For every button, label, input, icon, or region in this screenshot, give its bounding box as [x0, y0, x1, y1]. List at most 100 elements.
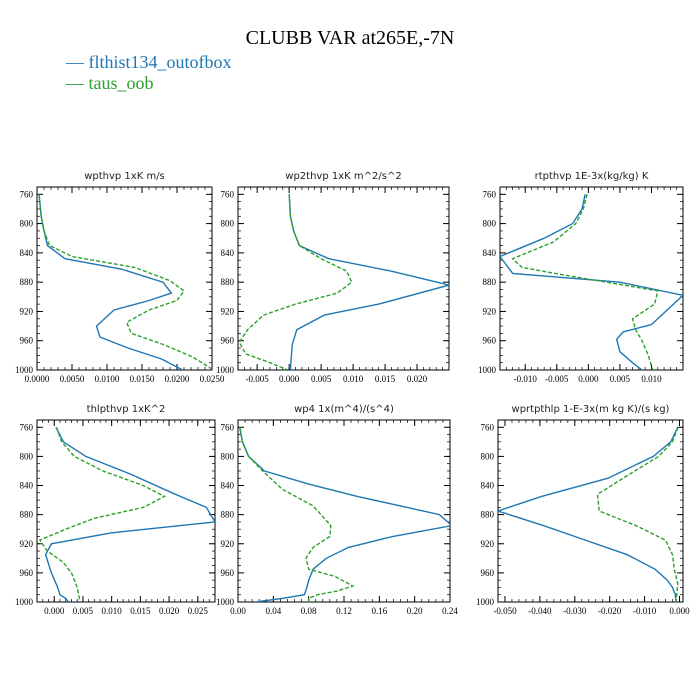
y-tick-label: 840 [483, 248, 497, 258]
x-tick-label: 0.24 [442, 606, 458, 616]
x-tick-label: -0.010 [514, 374, 538, 384]
x-tick-label: 0.015 [375, 374, 396, 384]
y-tick-label: 880 [20, 510, 34, 520]
y-tick-label: 800 [221, 219, 235, 229]
x-tick-label: 0.0200 [165, 374, 190, 384]
y-tick-label: 800 [221, 451, 235, 461]
y-tick-label: 880 [221, 510, 235, 520]
x-tick-label: 0.00 [230, 606, 246, 616]
x-tick-label: 0.0050 [60, 374, 85, 384]
y-tick-label: 960 [221, 336, 235, 346]
chart-title: wprtpthlp 1-E-3x(m kg K)/(s kg) [512, 404, 670, 415]
y-tick-label: 760 [481, 422, 495, 432]
y-tick-label: 1000 [216, 597, 235, 607]
y-tick-label: 880 [20, 277, 34, 287]
x-tick-label: 0.0100 [95, 374, 120, 384]
series-line-taus-oob [38, 427, 167, 602]
x-tick-label: 0.020 [407, 374, 428, 384]
y-tick-label: 760 [483, 189, 497, 199]
x-tick-label: -0.005 [246, 374, 270, 384]
y-tick-label: 800 [20, 451, 34, 461]
legend-label-1: taus_oob [88, 73, 154, 93]
x-tick-label: 0.000 [669, 606, 690, 616]
series-line-taus-oob [596, 427, 679, 602]
y-tick-label: 800 [483, 219, 497, 229]
x-tick-label: 0.12 [336, 606, 352, 616]
y-tick-label: 920 [221, 306, 235, 316]
y-tick-label: 1000 [478, 365, 497, 375]
chart-title: wp4 1x(m^4)/(s^4) [294, 404, 394, 415]
x-tick-label: 0.16 [371, 606, 387, 616]
plot-frame [237, 419, 451, 603]
series-line-flthist134 [38, 194, 183, 370]
x-tick-label: 0.015 [130, 606, 151, 616]
legend-swatch-0: — [66, 52, 89, 72]
x-tick-label: 0.0250 [200, 374, 225, 384]
plot-frame [499, 186, 684, 371]
series-line-taus-oob [511, 194, 659, 370]
plot-frame [497, 419, 684, 603]
y-tick-label: 1000 [15, 365, 34, 375]
x-tick-label: 0.005 [311, 374, 332, 384]
y-tick-label: 800 [20, 219, 34, 229]
x-tick-label: 0.025 [188, 606, 209, 616]
y-tick-label: 840 [20, 248, 34, 258]
x-tick-label: 0.04 [265, 606, 281, 616]
y-tick-label: 920 [483, 306, 497, 316]
x-tick-label: 0.010 [102, 606, 123, 616]
plot-frame [36, 186, 213, 371]
chart-1: wp2thvp 1xK m^2/s^2 760 800 840 880 920 960 100… [216, 171, 450, 384]
y-tick-label: 840 [481, 481, 495, 491]
x-tick-label: 0.005 [610, 374, 631, 384]
y-tick-label: 760 [20, 189, 34, 199]
y-tick-label: 800 [481, 451, 495, 461]
y-tick-label: 920 [221, 539, 235, 549]
y-tick-label: 960 [481, 568, 495, 578]
x-tick-label: 0.20 [407, 606, 423, 616]
y-tick-label: 960 [20, 568, 34, 578]
y-tick-label: 960 [20, 336, 34, 346]
y-tick-label: 880 [483, 277, 497, 287]
x-tick-label: -0.020 [598, 606, 622, 616]
y-tick-label: 920 [20, 539, 34, 549]
y-tick-label: 920 [481, 539, 495, 549]
x-tick-label: -0.040 [528, 606, 552, 616]
chart-title: wp2thvp 1xK m^2/s^2 [285, 171, 401, 182]
chart-2: rtpthvp 1E-3x(kg/kg) K 760 800 840 880 920 960… [478, 171, 684, 384]
series-line-taus-oob [38, 194, 212, 370]
chart-title: rtpthvp 1E-3x(kg/kg) K [535, 171, 649, 182]
x-tick-label: 0.000 [44, 606, 65, 616]
y-tick-label: 1000 [476, 597, 495, 607]
x-tick-label: 0.0000 [25, 374, 50, 384]
y-tick-label: 920 [20, 306, 34, 316]
x-tick-label: 0.020 [159, 606, 180, 616]
y-tick-label: 760 [221, 422, 235, 432]
figure-title: CLUBB VAR at265E,-7N [245, 27, 455, 49]
series-line-taus-oob [238, 194, 353, 370]
series-line-flthist134 [500, 194, 683, 370]
x-tick-label: 0.000 [279, 374, 300, 384]
x-tick-label: 0.005 [73, 606, 94, 616]
chart-0: wpthvp 1xK m/s76080084088092096010000.00… [15, 171, 225, 384]
plot-frame [36, 419, 216, 603]
y-tick-label: 960 [483, 336, 497, 346]
legend-label-0: flthist134_outofbox [88, 52, 232, 72]
legend-item-0: — flthist134_outofbox [66, 52, 232, 73]
series-line-flthist134 [288, 194, 449, 370]
x-tick-label: 0.010 [641, 374, 662, 384]
y-tick-label: 840 [221, 481, 235, 491]
chart-title: wpthvp 1xK m/s [84, 171, 165, 182]
legend-swatch-1: — [66, 73, 89, 93]
legend-item-1: — taus_oob [66, 73, 154, 94]
chart-4: wp4 1x(m^4)/(s^4)76080084088092096010000… [216, 404, 458, 616]
y-tick-label: 880 [221, 277, 235, 287]
x-tick-label: 0.0150 [130, 374, 155, 384]
x-tick-label: -0.030 [563, 606, 587, 616]
y-tick-label: 760 [20, 422, 34, 432]
x-tick-label: 0.000 [578, 374, 599, 384]
y-tick-label: 1000 [216, 365, 235, 375]
x-tick-label: -0.050 [493, 606, 517, 616]
series-line-flthist134 [44, 426, 215, 602]
y-tick-label: 760 [221, 189, 235, 199]
